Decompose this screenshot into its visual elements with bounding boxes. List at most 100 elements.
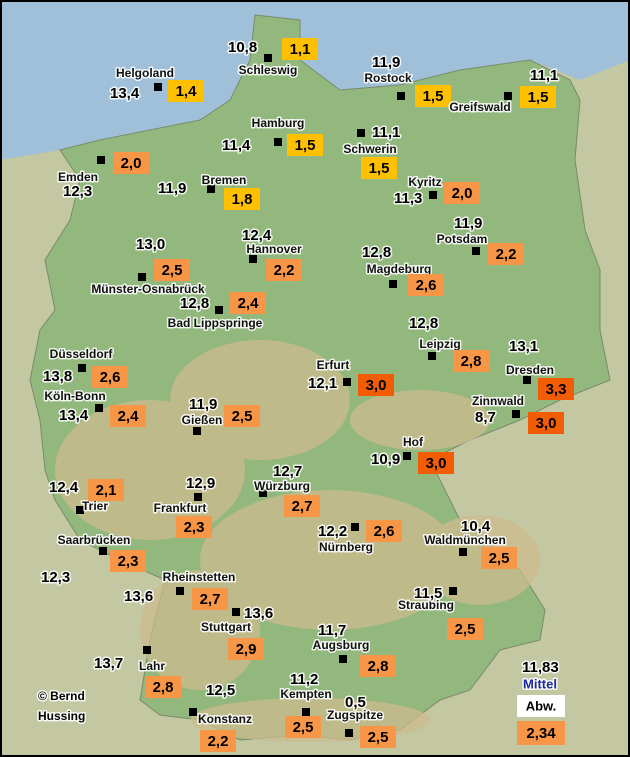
station-mean: 13,6 [244, 605, 273, 622]
station-mean: 13,8 [43, 368, 72, 385]
deviation-box [282, 38, 318, 60]
station-name: Bad Lippspringe [168, 316, 263, 330]
sea [0, 0, 630, 160]
deviation-value: 3,3 [546, 381, 567, 398]
deviation-value: 2,7 [292, 498, 313, 515]
station-mean: 11,9 [454, 215, 482, 232]
station-marker [207, 185, 215, 193]
station-marker [154, 83, 162, 91]
credit: © Bernd [38, 689, 85, 703]
station-name: Zugspitze [327, 708, 383, 722]
station-marker [99, 547, 107, 555]
deviation-box [110, 550, 146, 572]
deviation-value: 2,7 [200, 591, 221, 608]
deviation-value: 3,0 [426, 455, 447, 472]
station-name: Augsburg [313, 638, 370, 652]
deviation-box [408, 274, 444, 296]
deviation-box [528, 412, 564, 434]
deviation-value: 2,5 [293, 719, 314, 736]
station-marker [95, 404, 103, 412]
deviation-box [224, 405, 260, 427]
deviation-value: 2,5 [162, 262, 183, 279]
station-marker [472, 247, 480, 255]
station-name: Potsdam [437, 232, 488, 246]
deviation-value: 2,8 [461, 353, 482, 370]
station-marker [193, 427, 201, 435]
station-marker [138, 273, 146, 281]
station-name: Rostock [364, 71, 412, 85]
station-name: Straubing [398, 598, 454, 612]
deviation-box [360, 655, 396, 677]
station-name: Greifswald [449, 100, 510, 114]
deviation-box [154, 259, 190, 281]
deviation-box [192, 588, 228, 610]
station-mean: 12,8 [180, 295, 209, 312]
station-mean: 13,1 [509, 338, 538, 355]
station-mean: 12,2 [318, 523, 347, 540]
station-mean: 11,9 [372, 54, 400, 71]
deviation-value: 2,5 [232, 408, 253, 425]
deviation-value: 2,1 [96, 482, 117, 499]
deviation-value: 2,6 [374, 523, 395, 540]
station-name: Kempten [280, 687, 331, 701]
station-mean: 13,4 [59, 407, 89, 424]
station-name: Helgoland [116, 66, 174, 80]
station-name: Leipzig [419, 337, 460, 351]
station-mean: 11,4 [222, 137, 251, 154]
deviation-box [224, 188, 260, 210]
station-marker [351, 523, 359, 531]
station-marker [215, 306, 223, 314]
legend: 11,83 Mittel Abw. 2,34 [517, 657, 565, 745]
station-mean: 11,1 [372, 124, 400, 141]
deviation-value: 1,5 [369, 160, 390, 177]
station-mean: 12,9 [186, 475, 215, 492]
station-name: Frankfurt [154, 501, 207, 515]
station-marker [274, 138, 282, 146]
deviation-value: 2,4 [118, 408, 140, 425]
station-name: Waldmünchen [424, 533, 506, 547]
station-marker [504, 92, 512, 100]
legend-deviation-box [517, 695, 565, 717]
station-name: Nürnberg [319, 540, 373, 554]
deviation-box [366, 520, 402, 542]
deviation-value: 1,1 [290, 41, 311, 58]
station-name: Hannover [246, 242, 302, 256]
deviation-box [418, 452, 454, 474]
station-name: Würzburg [254, 479, 310, 493]
legend-deviation-value: 2,34 [526, 725, 556, 742]
station-marker [343, 378, 351, 386]
uplands [55, 340, 540, 742]
station-mean: 12,8 [409, 315, 438, 332]
deviation-box [287, 134, 323, 156]
station-name: Emden [58, 170, 98, 184]
station-marker [357, 129, 365, 137]
station-name: Dresden [506, 363, 554, 377]
station-name: Erfurt [317, 358, 350, 372]
deviation-box [145, 676, 181, 698]
station-marker [429, 191, 437, 199]
station-mean: 13,0 [136, 236, 165, 253]
deviation-value: 2,0 [121, 155, 142, 172]
credit: Hussing [38, 709, 85, 723]
station-mean: 12,5 [206, 682, 235, 699]
station-name: Hof [403, 435, 424, 449]
station-name: Zinnwald [472, 394, 524, 408]
legend-deviation-label: Abw. [526, 698, 557, 713]
station-mean: 12,8 [362, 244, 391, 261]
deviation-value: 1,5 [295, 137, 316, 154]
deviation-value: 1,5 [528, 89, 549, 106]
station-mean: 12,1 [308, 375, 337, 392]
station-marker [302, 708, 310, 716]
station-mean: 0,5 [345, 694, 366, 711]
station-name: Gießen [182, 413, 223, 427]
deviation-value: 2,5 [368, 729, 389, 746]
deviation-box [284, 495, 320, 517]
deviation-box [113, 152, 149, 174]
deviation-value: 2,2 [274, 262, 295, 279]
legend-deviation-value-box [517, 721, 565, 745]
station-marker [403, 452, 411, 460]
station-marker [264, 54, 272, 62]
station-marker [176, 587, 184, 595]
deviation-box [200, 730, 236, 752]
deviation-value: 2,0 [452, 185, 473, 202]
